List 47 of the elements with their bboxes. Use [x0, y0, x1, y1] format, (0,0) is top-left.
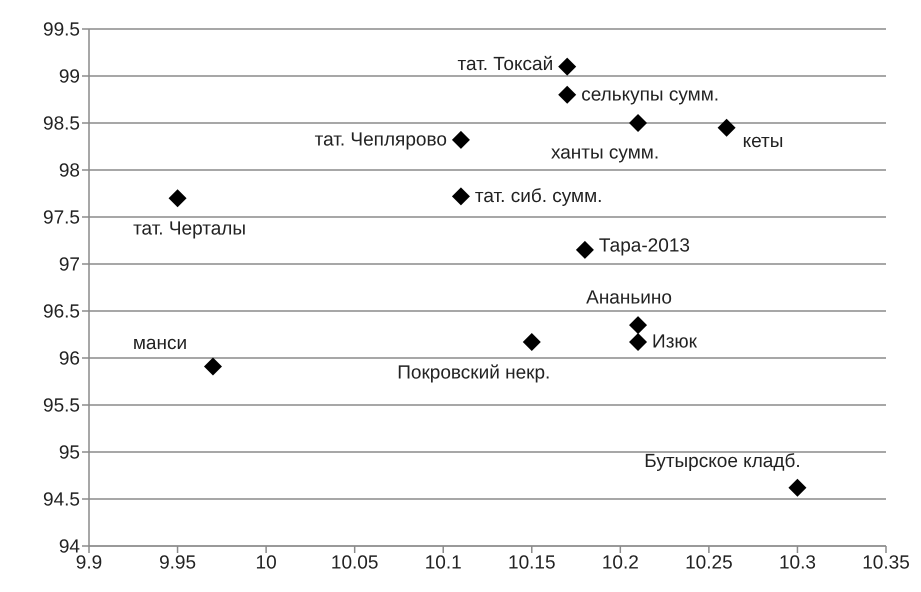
y-tick-label: 98 [58, 160, 80, 182]
annotation: Изюк [652, 332, 698, 353]
point [204, 357, 222, 376]
annotation: тат. Чеплярово [314, 129, 447, 150]
x-tick-label: 10 [256, 552, 277, 574]
annotation: селькупы сумм. [581, 84, 720, 106]
annotation: тат. Черталы [133, 218, 246, 240]
annotation: Бутырское кладб. [644, 451, 801, 472]
y-tick-label: 99.5 [43, 20, 80, 41]
point [629, 114, 648, 132]
x-tick-label: 10.35 [862, 552, 910, 574]
annotation: Ананьино [586, 288, 672, 309]
x-tick-label: 10.15 [508, 552, 556, 574]
point [629, 333, 648, 352]
annotation: манси [132, 332, 188, 354]
point [452, 187, 470, 206]
point [168, 189, 187, 208]
point [629, 316, 648, 334]
x-tick-label: 10.3 [778, 552, 816, 574]
x-tick-label: 10.25 [685, 552, 733, 574]
annotation: ханты сумм. [550, 142, 660, 164]
y-tick-label: 96.5 [43, 302, 80, 323]
y-tick-label: 97.5 [43, 208, 80, 229]
annotation: тат. Токсай [458, 54, 554, 76]
y-tick-label: 95 [58, 442, 80, 464]
annotation: Покровский некр. [397, 362, 550, 384]
x-tick-label: 10.2 [602, 552, 639, 574]
annotation: тат. сиб. сумм. [474, 186, 602, 207]
annotation: кеты [742, 131, 784, 152]
point [558, 86, 576, 104]
point [522, 333, 541, 352]
point [788, 478, 806, 497]
x-tick-label: 10.05 [330, 552, 378, 574]
point [576, 240, 594, 259]
point [718, 118, 736, 137]
annotation: Тара-2013 [598, 235, 690, 256]
y-tick-label: 98.5 [43, 114, 80, 135]
point [452, 130, 470, 149]
x-tick-label: 10.1 [424, 552, 462, 574]
point [558, 58, 576, 76]
x-tick-label: 9.95 [159, 552, 196, 574]
y-tick-label: 95.5 [43, 396, 80, 417]
x-tick-label: 9.9 [76, 552, 102, 574]
y-tick-label: 97 [58, 254, 80, 276]
y-tick-label: 96 [58, 348, 80, 370]
y-tick-label: 94.5 [43, 490, 80, 511]
y-tick-label: 99 [58, 66, 80, 88]
